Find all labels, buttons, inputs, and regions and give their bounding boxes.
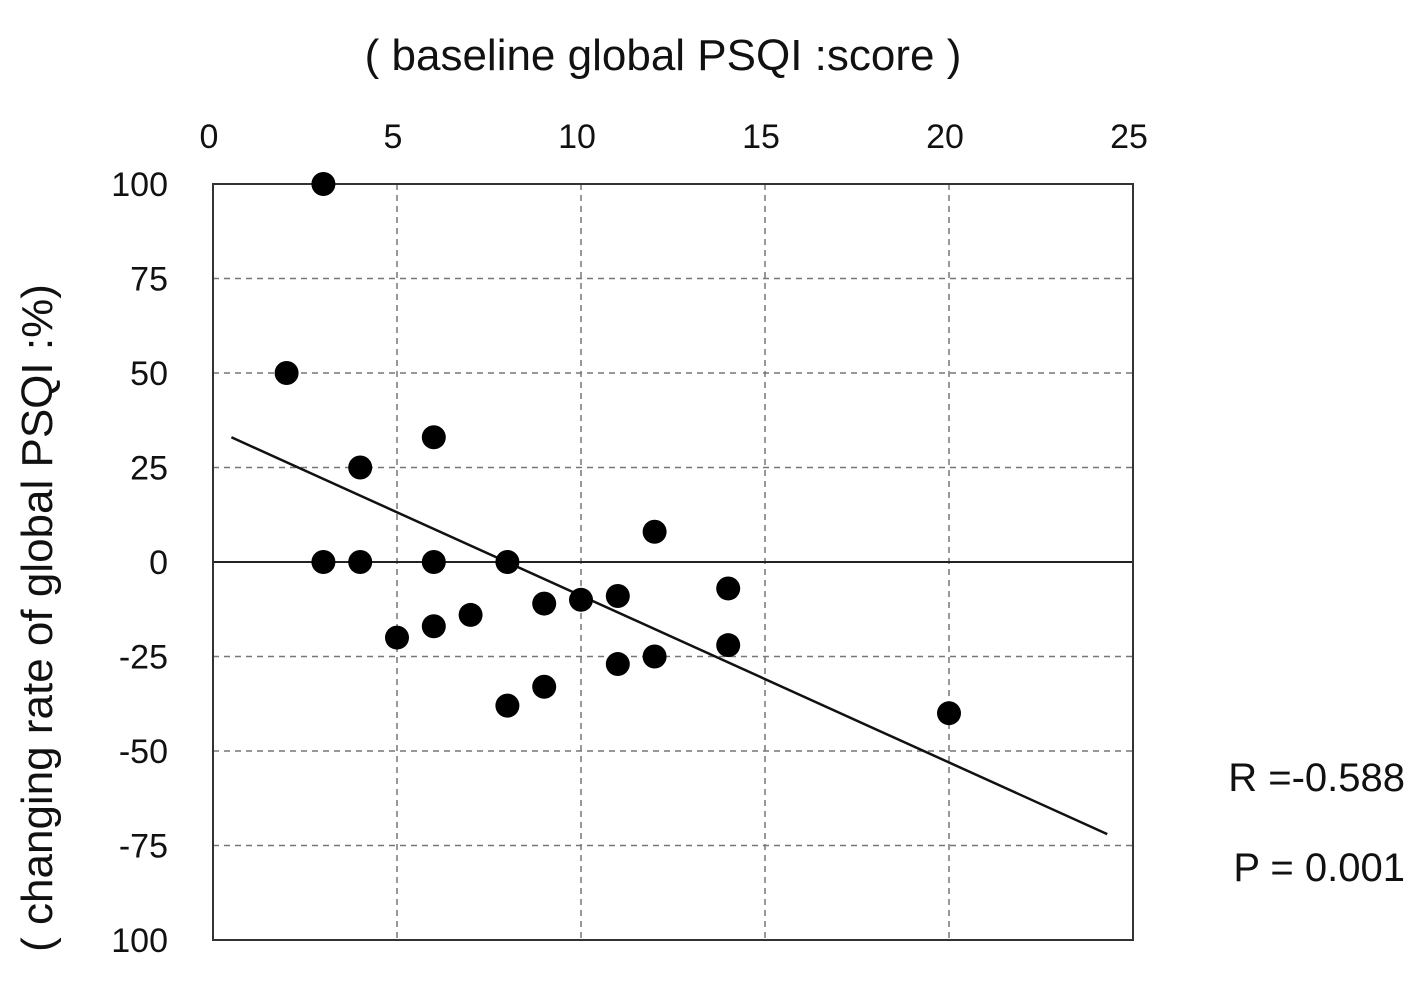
x-tick-labels: 0 5 10 15 20 25 xyxy=(200,118,1148,156)
data-point-18 xyxy=(605,652,630,677)
y-tick-label-4: 0 xyxy=(149,544,168,582)
x-tick-label-5: 25 xyxy=(1110,118,1148,156)
data-point-10 xyxy=(569,587,593,612)
y-tick-labels: 100 75 50 25 0 -25 -50 -75 100 xyxy=(111,166,168,960)
y-tick-label-2: 50 xyxy=(130,355,168,393)
y-tick-label-5: -25 xyxy=(119,639,168,677)
data-point-21 xyxy=(937,701,961,726)
data-point-19 xyxy=(532,674,557,699)
data-point-12 xyxy=(532,591,557,616)
data-point-8 xyxy=(495,550,520,574)
data-point-11 xyxy=(605,584,630,609)
regression-line xyxy=(230,436,1108,836)
x-tick-label-1: 5 xyxy=(384,118,403,156)
y-tick-label-3: 25 xyxy=(130,450,168,488)
correlation-r-label: R =-0.588 xyxy=(1228,756,1405,800)
data-point-14 xyxy=(421,614,446,639)
plot-frame xyxy=(212,183,1134,941)
x-tick-label-3: 15 xyxy=(742,118,780,156)
x-axis-title: ( baseline global PSQI :score ) xyxy=(365,31,962,80)
data-point-0 xyxy=(311,172,336,196)
data-point-17 xyxy=(642,644,667,669)
data-point-1 xyxy=(274,361,299,385)
data-point-4 xyxy=(642,519,667,544)
p-value-label: P = 0.001 xyxy=(1233,846,1405,890)
y-axis-title: ( changing rate of global PSQI :%) xyxy=(13,284,62,952)
data-point-15 xyxy=(385,625,409,650)
x-tick-label-2: 10 xyxy=(558,118,596,156)
y-tick-label-0: 100 xyxy=(111,166,168,204)
x-tick-label-4: 20 xyxy=(926,118,964,156)
y-tick-label-7: -75 xyxy=(119,828,168,866)
data-points xyxy=(274,172,961,726)
data-point-13 xyxy=(458,602,483,627)
data-point-9 xyxy=(716,576,741,601)
data-point-5 xyxy=(311,550,336,574)
x-tick-label-0: 0 xyxy=(200,118,219,156)
data-point-6 xyxy=(348,550,373,574)
data-point-20 xyxy=(495,693,520,718)
data-point-16 xyxy=(716,633,741,658)
data-point-2 xyxy=(421,425,446,450)
y-tick-label-8: 100 xyxy=(111,922,168,960)
data-point-3 xyxy=(348,455,373,480)
y-tick-label-1: 75 xyxy=(130,261,168,299)
y-tick-label-6: -50 xyxy=(119,733,168,771)
data-point-7 xyxy=(421,550,446,574)
